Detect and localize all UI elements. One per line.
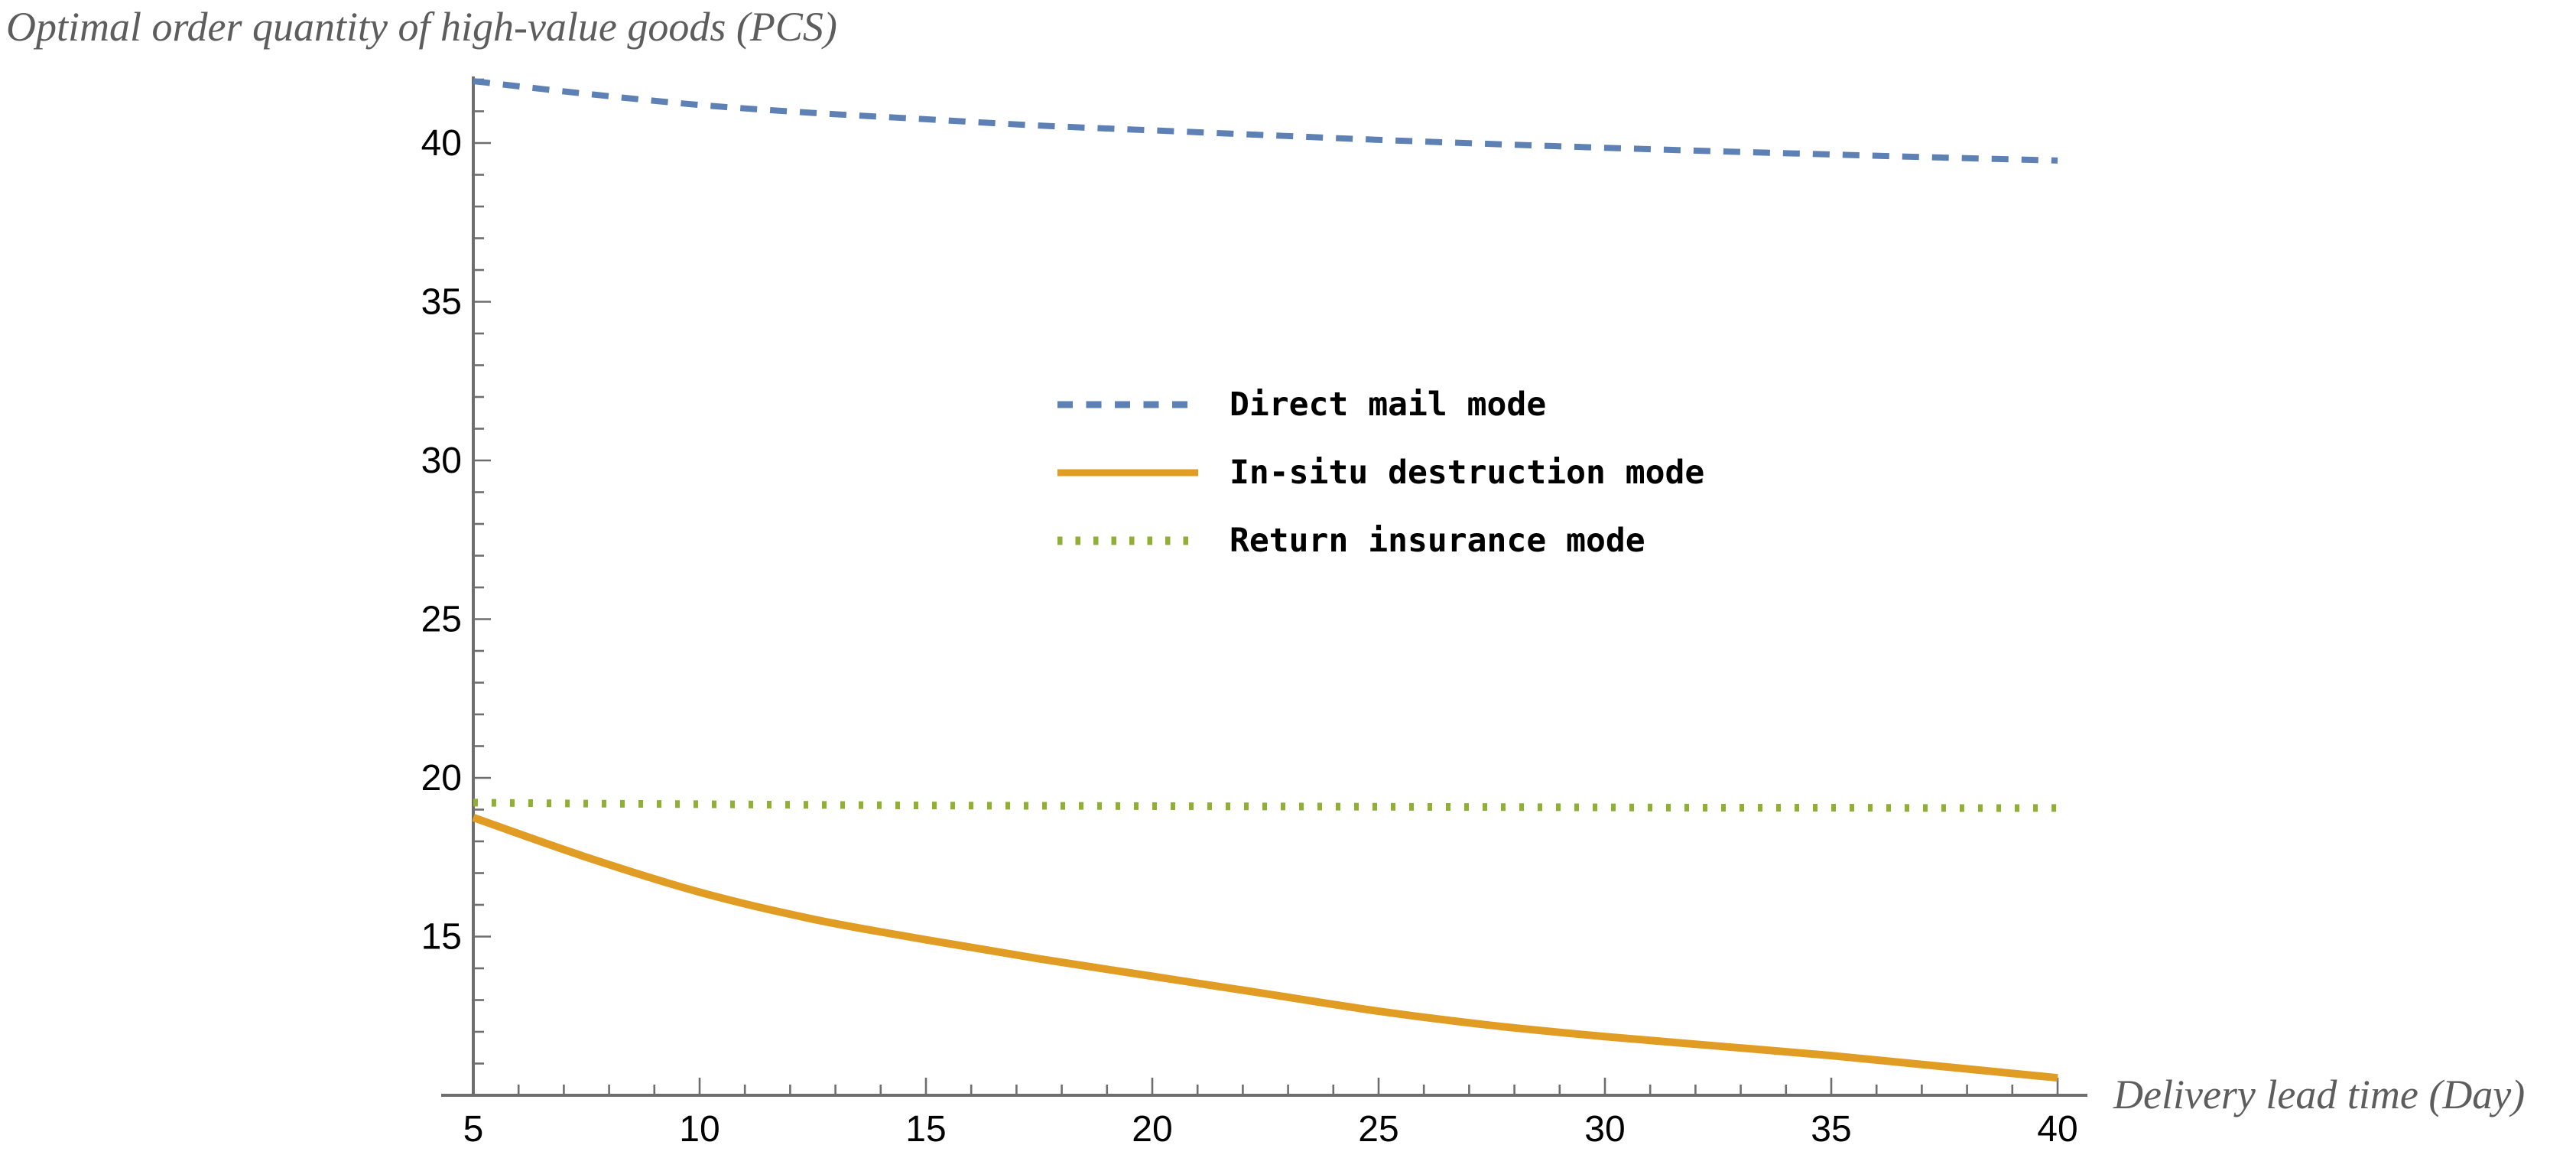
legend: Direct mail mode In-situ destruction mod… <box>1055 370 1704 574</box>
y-tick-label: 25 <box>421 600 462 640</box>
x-axis-title: Delivery lead time (Day) <box>2113 1072 2526 1117</box>
series-line-dashed <box>473 78 2058 164</box>
x-tick-label: 20 <box>1132 1109 1172 1150</box>
y-tick-label: 35 <box>421 282 462 323</box>
legend-label: Return insurance mode <box>1230 521 1645 560</box>
y-tick-label: 30 <box>421 441 462 481</box>
legend-label: In-situ destruction mode <box>1230 453 1705 492</box>
solid-line-swatch-icon <box>1057 469 1198 476</box>
legend-item-in-situ: In-situ destruction mode <box>1055 438 1704 506</box>
y-tick-label: 40 <box>421 123 462 164</box>
x-tick-label: 5 <box>463 1109 484 1150</box>
x-tick-label: 40 <box>2037 1109 2077 1150</box>
x-tick-label: 30 <box>1584 1109 1625 1150</box>
x-tick-label: 15 <box>905 1109 946 1150</box>
y-tick-label: 20 <box>421 758 462 799</box>
legend-label: Direct mail mode <box>1230 385 1547 424</box>
x-tick-label: 10 <box>679 1109 720 1150</box>
x-tick-label: 25 <box>1358 1109 1398 1150</box>
y-axis-title: Optimal order quantity of high-value goo… <box>6 4 837 50</box>
series-line-dotted <box>473 799 2058 812</box>
dashed-line-swatch-icon <box>1057 401 1198 408</box>
y-tick-label: 15 <box>421 917 462 958</box>
legend-item-direct-mail: Direct mail mode <box>1055 370 1704 438</box>
x-tick-label: 35 <box>1811 1109 1851 1150</box>
dotted-line-swatch-icon <box>1057 536 1198 545</box>
series-line-solid <box>472 814 2058 1082</box>
legend-item-return-insurance: Return insurance mode <box>1055 506 1704 574</box>
